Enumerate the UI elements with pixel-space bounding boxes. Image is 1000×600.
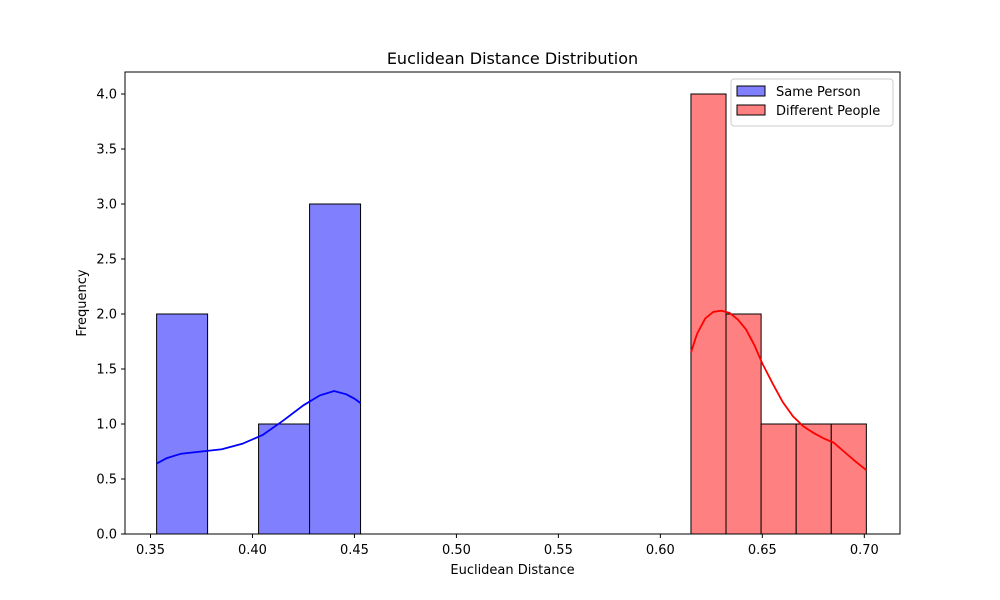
x-tick-label: 0.50 — [442, 543, 471, 558]
bar-same-person-3 — [309, 203, 362, 535]
legend-box — [730, 78, 894, 127]
x-tick-label: 0.40 — [238, 543, 267, 558]
y-tick-label: 0.5 — [96, 473, 117, 488]
y-tick-label: 2.0 — [96, 308, 117, 323]
x-tick-label: 0.65 — [748, 543, 777, 558]
bars-layer — [156, 93, 867, 535]
y-tick-label: 2.5 — [96, 253, 117, 268]
y-tick-label: 1.5 — [96, 363, 117, 378]
y-tick-label: 4.0 — [96, 88, 117, 103]
legend-label-same-person: Same Person — [776, 85, 861, 100]
bar-different-people-3 — [795, 423, 832, 535]
y-tick-label: 3.0 — [96, 198, 117, 213]
legend: Same Person Different People — [730, 78, 894, 127]
x-tick-label: 0.60 — [646, 543, 675, 558]
x-tick-label: 0.70 — [850, 543, 879, 558]
y-tick-label: 1.0 — [96, 418, 117, 433]
x-tick-label: 0.35 — [136, 543, 165, 558]
kde-curve-same-person — [156, 390, 362, 465]
x-tick-label: 0.45 — [340, 543, 369, 558]
chart-title: Euclidean Distance Distribution — [387, 49, 638, 68]
y-tick-label: 0.0 — [96, 528, 117, 543]
plot-frame — [124, 71, 901, 535]
kde-curve-different-people — [690, 309, 867, 471]
x-axis-label: Euclidean Distance — [450, 563, 574, 578]
bar-same-person-0 — [156, 313, 209, 535]
bar-different-people-2 — [760, 423, 797, 535]
legend-swatch-different-people — [736, 104, 766, 116]
x-tick-label: 0.55 — [544, 543, 573, 558]
bar-different-people-0 — [690, 93, 727, 535]
y-tick-label: 3.5 — [96, 143, 117, 158]
legend-label-different-people: Different People — [776, 104, 880, 119]
bar-same-person-2 — [258, 423, 311, 535]
x-axis: 0.35 0.40 0.45 0.50 0.55 0.60 0.65 0.70 — [136, 534, 879, 558]
bar-different-people-4 — [830, 423, 867, 535]
y-axis: 0.0 0.5 1.0 1.5 2.0 2.5 3.0 3.5 4.0 — [96, 88, 125, 543]
kde-layer — [156, 309, 867, 471]
y-axis-label: Frequency — [75, 269, 90, 336]
legend-swatch-same-person — [736, 85, 766, 97]
